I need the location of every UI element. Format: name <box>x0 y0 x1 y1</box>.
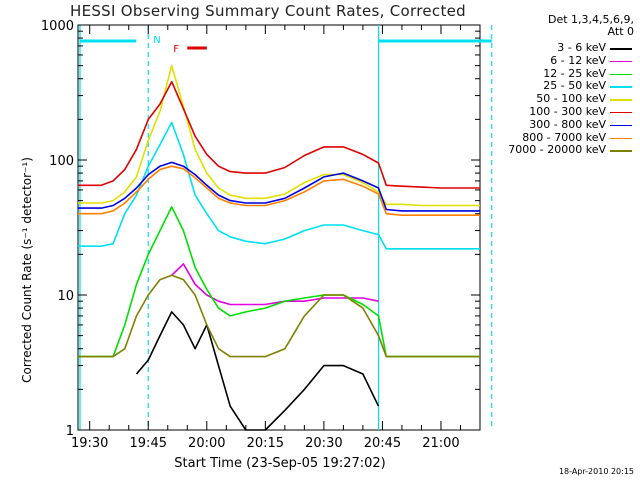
detector-line-2: Att 0 <box>607 25 634 38</box>
night-bar-label: N <box>153 35 160 46</box>
legend: 3 - 6 keV 6 - 12 keV 12 - 25 keV 25 - 50 ke… <box>486 42 636 157</box>
legend-label: 12 - 25 keV <box>543 66 606 80</box>
series-line-2 <box>171 263 379 306</box>
legend-label: 25 - 50 keV <box>543 79 606 93</box>
x-tick-label: 20:45 <box>364 436 401 451</box>
legend-item: 12 - 25 keV <box>486 66 636 81</box>
legend-label: 6 - 12 keV <box>550 53 606 67</box>
series-line-7 <box>78 161 480 212</box>
x-tick-label: 19:30 <box>71 436 108 451</box>
legend-item: 7000 - 20000 keV <box>486 144 636 157</box>
series-line-1 <box>135 311 380 431</box>
legend-swatch <box>610 48 632 50</box>
flare-bar-label: F <box>173 44 179 55</box>
series-line-4 <box>78 121 480 250</box>
legend-label: 3 - 6 keV <box>557 41 606 54</box>
legend-swatch <box>610 99 632 101</box>
y-tick-label: 10 <box>57 289 74 304</box>
legend-header: Det 1,3,4,5,6,9, Att 0 <box>494 14 634 38</box>
legend-item: 3 - 6 keV <box>486 42 636 55</box>
legend-label: 50 - 100 keV <box>536 92 606 106</box>
detector-line-1: Det 1,3,4,5,6,9, <box>547 13 634 26</box>
legend-swatch <box>610 111 632 114</box>
legend-swatch <box>610 60 632 63</box>
y-axis-label: Corrected Count Rate (s⁻¹ detector⁻¹) <box>20 157 34 383</box>
legend-item: 25 - 50 keV <box>486 80 636 93</box>
legend-swatch <box>610 73 632 76</box>
legend-item: 300 - 800 keV <box>486 117 636 132</box>
series-line-9 <box>78 274 480 358</box>
legend-item: 800 - 7000 keV <box>486 130 636 145</box>
y-tick-label: 100 <box>49 154 74 169</box>
series-line-8 <box>78 165 480 216</box>
legend-label: 300 - 800 keV <box>529 117 606 131</box>
legend-label: 800 - 7000 keV <box>522 130 606 144</box>
chart-title: HESSI Observing Summary Count Rates, Cor… <box>70 2 466 20</box>
y-tick-label: 1 <box>66 424 74 439</box>
legend-label: 7000 - 20000 keV <box>508 143 606 157</box>
legend-label: 100 - 300 keV <box>529 104 606 118</box>
x-tick-label: 20:30 <box>305 436 342 451</box>
legend-swatch <box>610 137 632 140</box>
x-tick-label: 20:00 <box>188 436 225 451</box>
legend-item: 100 - 300 keV <box>486 104 636 119</box>
plot-frame <box>77 24 481 431</box>
legend-item: 50 - 100 keV <box>486 93 636 106</box>
x-tick-label: 21:00 <box>422 436 459 451</box>
y-tick-label: 1000 <box>41 19 74 34</box>
legend-swatch <box>610 150 632 152</box>
series-line-6 <box>78 80 480 189</box>
x-tick-label: 20:15 <box>247 436 284 451</box>
x-tick-label: 19:45 <box>130 436 167 451</box>
legend-item: 6 - 12 keV <box>486 53 636 68</box>
legend-swatch <box>610 124 632 127</box>
footer-timestamp: 18-Apr-2010 20:15 <box>558 467 634 476</box>
x-axis-label: Start Time (23-Sep-05 19:27:02) <box>174 456 386 471</box>
legend-swatch <box>610 86 632 88</box>
series-line-3 <box>78 206 480 358</box>
series-line-5 <box>78 64 480 207</box>
